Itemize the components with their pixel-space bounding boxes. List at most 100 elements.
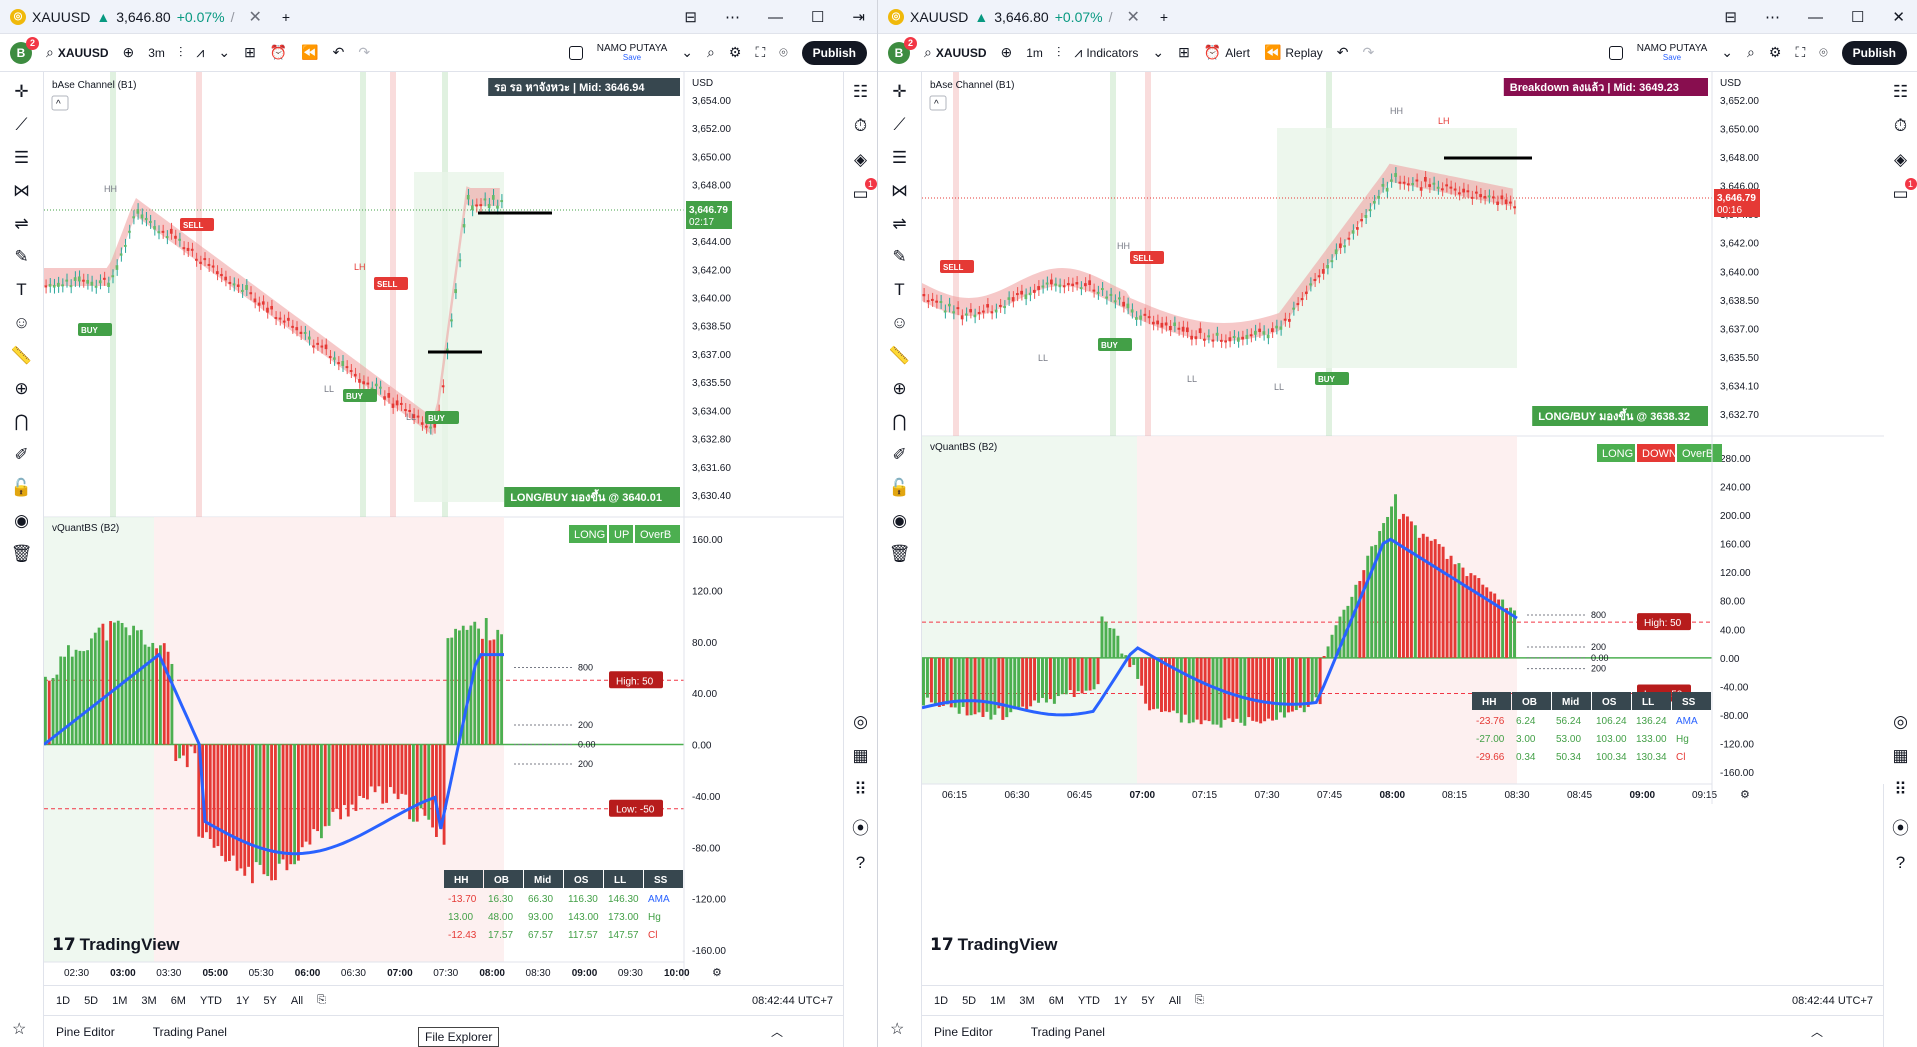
maximize-icon[interactable]: ☐ (810, 9, 825, 26)
broadcast-icon[interactable]: ⦿ (852, 819, 869, 838)
replay-icon[interactable]: ⏪ (301, 44, 319, 60)
brush-icon[interactable]: ✎ (892, 247, 907, 266)
camera-icon[interactable]: ⌾ (1819, 44, 1828, 60)
browser-tab[interactable]: ◎ XAUUSD ▲ 3,646.80 +0.07% / ✕ (0, 0, 272, 34)
quick-search-icon[interactable]: ⌕ (1747, 44, 1755, 60)
chevron-down-icon[interactable]: ⌄ (681, 44, 694, 60)
tab-pine-editor[interactable]: Pine Editor (56, 1024, 115, 1039)
camera-icon[interactable]: ⌾ (779, 44, 788, 60)
more-icon[interactable]: ⋯ (1764, 9, 1780, 26)
zoom-in-icon[interactable]: ⊕ (892, 379, 907, 398)
emoji-icon[interactable]: ☺ (12, 313, 31, 332)
range-1m[interactable]: 1M (990, 994, 1006, 1007)
target-icon[interactable]: ◎ (1893, 712, 1908, 731)
help-icon[interactable]: ? (855, 853, 866, 872)
alert-button[interactable]: ⏰ Alert (1204, 44, 1250, 61)
range-1m[interactable]: 1M (112, 994, 128, 1007)
layers-icon[interactable]: ◈ (1893, 150, 1908, 169)
indicators-button[interactable]: ⩘ Indicators (1074, 44, 1138, 61)
range-5d[interactable]: 5D (962, 994, 977, 1007)
range-ytd[interactable]: YTD (1077, 994, 1100, 1007)
pattern-icon[interactable]: ⋈ (891, 181, 908, 200)
range-1d[interactable]: 1D (934, 994, 949, 1007)
publish-button[interactable]: Publish (1841, 40, 1907, 65)
clock[interactable]: 08:42:44 UTC+7 (1791, 994, 1873, 1007)
maximize-icon[interactable]: ☐ (1850, 9, 1865, 26)
help-icon[interactable]: ? (1895, 853, 1906, 872)
trend-line-icon[interactable]: ⟋ (15, 115, 28, 134)
alert-icon[interactable]: ⏰ (269, 44, 288, 60)
chart-canvas-left[interactable]: USD 3,654.00 3,652.00 3,650.00 3,648.00 3,646… (44, 72, 843, 980)
symbol-search[interactable]: ⌕ XAUUSD (46, 44, 109, 61)
projection-icon[interactable]: ⇌ (14, 214, 29, 233)
fullscreen-icon[interactable]: ⛶ (1795, 44, 1806, 60)
layers-icon[interactable]: ◈ (853, 150, 868, 169)
lock-icon[interactable]: 🔓 (10, 478, 33, 497)
layout-icon[interactable]: ⊟ (684, 9, 697, 26)
tab-pine-editor[interactable]: Pine Editor (934, 1024, 993, 1039)
crosshair-icon[interactable]: ✛ (14, 82, 29, 101)
range-ytd[interactable]: YTD (199, 994, 222, 1007)
layout-name[interactable]: NAMO PUTAYA Save (1637, 43, 1708, 63)
calendar-icon[interactable]: ▦ (1892, 746, 1909, 765)
add-symbol-icon[interactable]: ⊕ (1000, 44, 1013, 60)
layout-grid-icon[interactable]: ⊞ (1178, 44, 1190, 60)
chevron-down-icon[interactable]: ⌄ (218, 44, 231, 60)
layout-checkbox[interactable] (568, 45, 583, 60)
range-all[interactable]: All (290, 994, 304, 1007)
settings-gear-icon[interactable]: ⚙ (1768, 44, 1782, 60)
range-3m[interactable]: 3M (141, 994, 157, 1007)
chat-icon[interactable]: ▭ 1 (1892, 178, 1917, 204)
calendar-icon[interactable]: ▦ (852, 746, 869, 765)
fib-icon[interactable]: ☰ (13, 148, 30, 167)
clock-icon[interactable]: ⏱ (1893, 116, 1908, 135)
range-6m[interactable]: 6M (170, 994, 186, 1007)
watchlist-icon[interactable]: ☷ (1892, 82, 1909, 101)
symbol-search[interactable]: ⌕ XAUUSD (924, 44, 987, 61)
more-icon[interactable]: ⋯ (724, 9, 740, 26)
zoom-in-icon[interactable]: ⊕ (14, 379, 29, 398)
chevron-up-icon[interactable]: ︿ (1810, 1025, 1823, 1039)
pattern-icon[interactable]: ⋈ (13, 181, 30, 200)
range-6m[interactable]: 6M (1048, 994, 1064, 1007)
quick-search-icon[interactable]: ⌕ (707, 44, 715, 60)
eye-icon[interactable]: ◉ (892, 511, 907, 530)
layout-grid-icon[interactable]: ⊞ (244, 44, 256, 60)
new-tab-icon[interactable]: + (1159, 8, 1169, 25)
tab-trading-panel[interactable]: Trading Panel (152, 1024, 227, 1039)
draw-lock-icon[interactable]: ✐ (892, 445, 907, 464)
layout-name[interactable]: NAMO PUTAYA Save (597, 43, 668, 63)
redo-icon[interactable]: ↷ (1362, 44, 1375, 60)
date-range-icon[interactable]: ⎘ (317, 994, 326, 1006)
layout-checkbox[interactable] (1608, 45, 1623, 60)
settings-gear-icon[interactable]: ⚙ (728, 44, 742, 60)
projection-icon[interactable]: ⇌ (892, 214, 907, 233)
tradingview-logo[interactable]: 𝟭𝟳 TradingView (930, 935, 1058, 955)
star-icon[interactable]: ☆ (890, 1021, 905, 1038)
text-icon[interactable]: T (16, 280, 27, 299)
range-3m[interactable]: 3M (1019, 994, 1035, 1007)
ruler-icon[interactable]: 📏 (10, 346, 33, 365)
eye-icon[interactable]: ◉ (14, 511, 29, 530)
magnet-icon[interactable]: ⋂ (892, 412, 907, 431)
exit-icon[interactable]: ⇥ (852, 9, 865, 26)
fullscreen-icon[interactable]: ⛶ (755, 44, 766, 60)
undo-icon[interactable]: ↶ (332, 44, 345, 60)
chart-canvas-right[interactable]: USD3,652.003,650.003,648.003,646.003,644… (922, 72, 1884, 980)
layout-icon[interactable]: ⊟ (1724, 9, 1737, 26)
tab-trading-panel[interactable]: Trading Panel (1030, 1024, 1105, 1039)
indicators-icon[interactable]: ⩘ (196, 44, 205, 60)
replay-button[interactable]: ⏪ Replay (1264, 44, 1323, 61)
trash-icon[interactable]: 🗑 (10, 544, 33, 563)
bar-style-icon[interactable]: ⫶ (178, 44, 183, 60)
range-1d[interactable]: 1D (56, 994, 71, 1007)
minimize-icon[interactable]: — (767, 8, 783, 26)
range-5y[interactable]: 5Y (1141, 994, 1155, 1007)
star-icon[interactable]: ☆ (12, 1021, 27, 1038)
close-window-icon[interactable]: ✕ (1892, 9, 1905, 26)
range-5d[interactable]: 5D (84, 994, 99, 1007)
chat-icon[interactable]: ▭ 1 (852, 178, 877, 204)
brush-icon[interactable]: ✎ (14, 247, 29, 266)
text-icon[interactable]: T (894, 280, 905, 299)
